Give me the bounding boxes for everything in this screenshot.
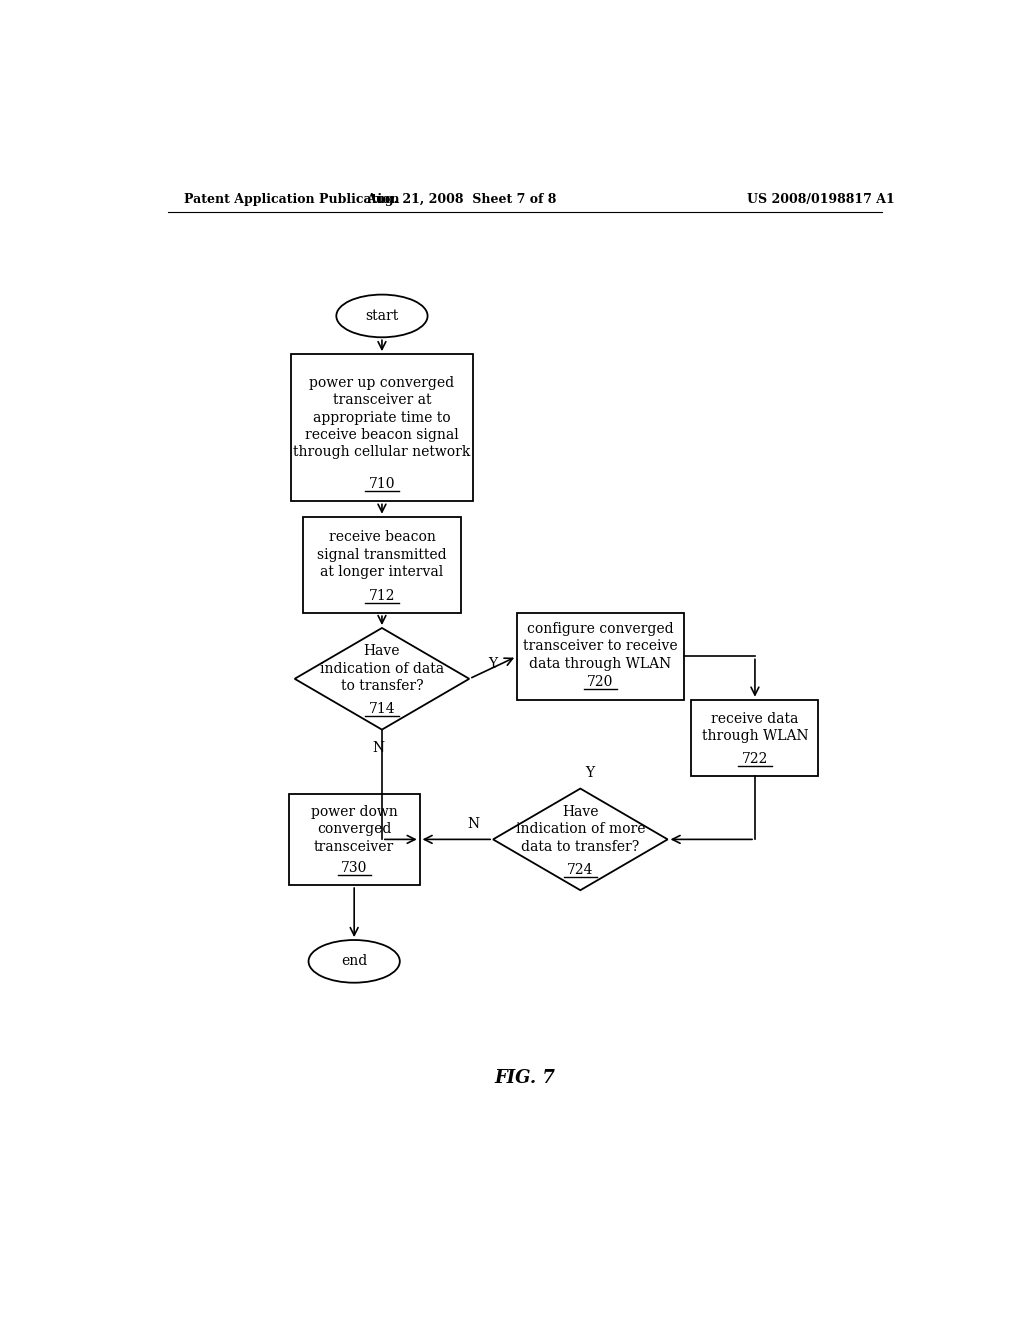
Ellipse shape	[336, 294, 428, 338]
Text: N: N	[467, 817, 479, 832]
Ellipse shape	[308, 940, 399, 982]
Text: 710: 710	[369, 477, 395, 491]
Text: end: end	[341, 954, 368, 969]
Text: Have
indication of data
to transfer?: Have indication of data to transfer?	[319, 644, 444, 693]
Text: N: N	[372, 741, 384, 755]
Bar	[691, 700, 818, 776]
Bar	[517, 614, 684, 700]
Bar	[291, 354, 473, 502]
Bar	[289, 793, 420, 886]
Text: Patent Application Publication: Patent Application Publication	[183, 193, 399, 206]
Text: US 2008/0198817 A1: US 2008/0198817 A1	[748, 193, 895, 206]
Text: Y: Y	[586, 767, 595, 780]
Text: power up converged
transceiver at
appropriate time to
receive beacon signal
thro: power up converged transceiver at approp…	[293, 376, 471, 459]
Text: 722: 722	[741, 751, 768, 766]
Polygon shape	[295, 628, 469, 730]
Text: power down
converged
transceiver: power down converged transceiver	[311, 805, 397, 854]
Text: Aug. 21, 2008  Sheet 7 of 8: Aug. 21, 2008 Sheet 7 of 8	[367, 193, 556, 206]
Text: FIG. 7: FIG. 7	[495, 1069, 555, 1088]
Text: Y: Y	[488, 656, 498, 671]
Text: 712: 712	[369, 589, 395, 603]
Text: 720: 720	[587, 676, 613, 689]
Text: 714: 714	[369, 702, 395, 717]
Polygon shape	[494, 788, 668, 890]
Text: receive beacon
signal transmitted
at longer interval: receive beacon signal transmitted at lon…	[317, 531, 446, 579]
Text: start: start	[366, 309, 398, 323]
Text: receive data
through WLAN: receive data through WLAN	[701, 711, 808, 743]
Text: 724: 724	[567, 863, 594, 876]
Text: configure converged
transceiver to receive
data through WLAN: configure converged transceiver to recei…	[523, 622, 678, 671]
Text: Have
indication of more
data to transfer?: Have indication of more data to transfer…	[516, 805, 645, 854]
Bar	[303, 516, 461, 614]
Text: 730: 730	[341, 861, 368, 875]
